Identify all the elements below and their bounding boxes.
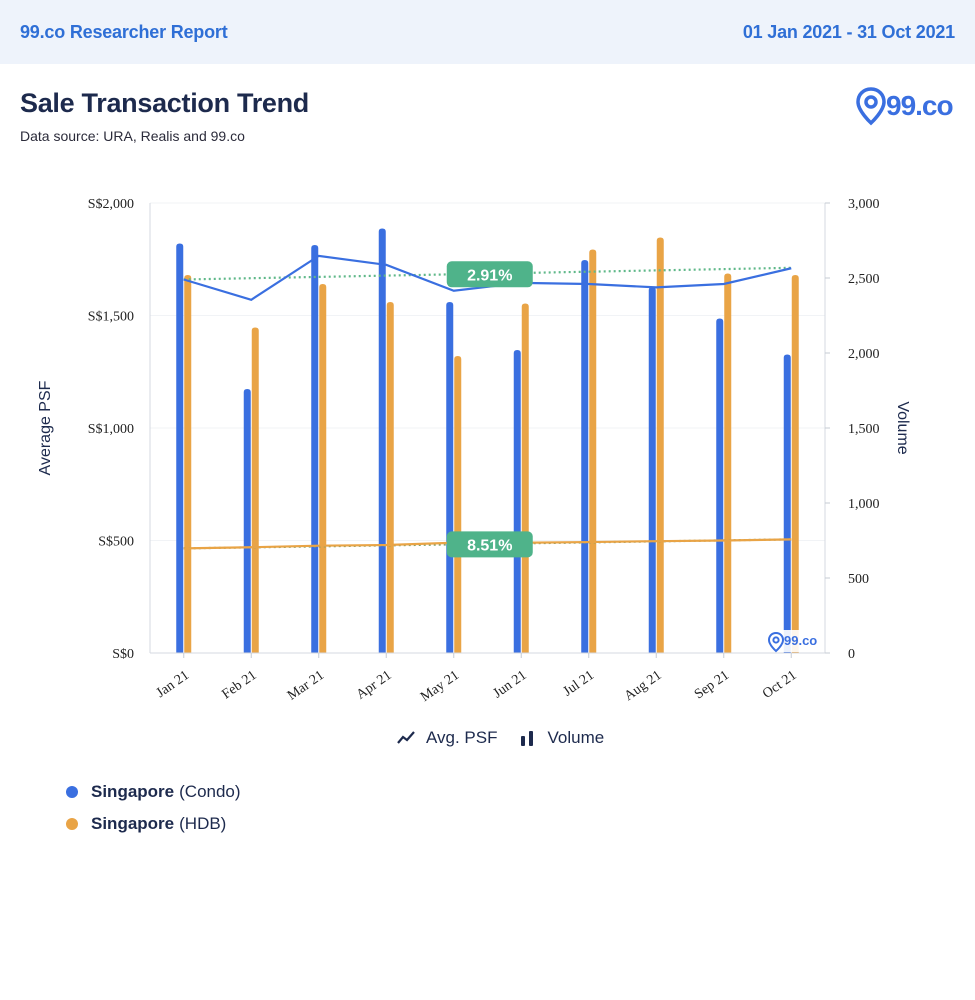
legend-avg-psf[interactable]: Avg. PSF <box>396 728 498 748</box>
chart-legend: Avg. PSF Volume <box>396 728 624 748</box>
report-label: 99.co Researcher Report <box>20 22 228 42</box>
right-axis-title: Volume <box>894 401 911 454</box>
volume-bar-hdb <box>589 249 597 653</box>
right-tick-label: 1,500 <box>848 422 880 437</box>
series-name: Singapore <box>91 814 175 833</box>
x-tick-label: Aug 21 <box>622 668 665 704</box>
volume-bar-hdb <box>454 356 462 653</box>
left-tick-label: S$500 <box>98 535 134 550</box>
x-tick-label: Feb 21 <box>219 668 259 702</box>
series-qualifier: (HDB) <box>179 814 227 833</box>
x-tick-label: Mar 21 <box>285 668 327 704</box>
page-title: Sale Transaction Trend <box>20 88 310 118</box>
brand-logo: 99.co <box>856 86 956 126</box>
location-pin-icon <box>856 87 886 126</box>
left-tick-label: S$2,000 <box>88 197 134 212</box>
right-tick-label: 3,000 <box>848 197 880 212</box>
right-tick-label: 1,000 <box>848 497 880 512</box>
change-badge-label: 2.91% <box>467 267 512 284</box>
volume-bars <box>176 228 799 653</box>
series-legend-item-hdb[interactable]: Singapore (HDB) <box>66 808 241 840</box>
right-tick-label: 500 <box>848 572 869 587</box>
series-legend: Singapore (Condo) Singapore (HDB) <box>66 776 241 840</box>
volume-bar-hdb <box>386 302 394 653</box>
x-tick-label: Jan 21 <box>154 668 192 701</box>
bar-chart-icon <box>520 731 533 746</box>
date-range: 01 Jan 2021 - 31 Oct 2021 <box>742 22 955 42</box>
series-legend-item-condo[interactable]: Singapore (Condo) <box>66 776 241 808</box>
x-tick-label: Apr 21 <box>354 668 395 703</box>
left-tick-label: S$1,500 <box>88 310 134 325</box>
sale-trend-chart: S$0 S$500 S$1,000 S$1,500 S$2,000 0 500 1,000 1,… <box>37 197 911 705</box>
x-tick-label: Jul 21 <box>561 668 597 700</box>
report-header: 99.co Researcher Report 01 Jan 2021 - 31… <box>0 0 975 64</box>
series-name: Singapore <box>91 782 175 801</box>
volume-bar-hdb <box>724 273 732 653</box>
volume-bar-condo <box>176 243 184 653</box>
volume-bar-condo <box>243 389 251 653</box>
watermark-text: 99.co <box>784 633 818 648</box>
left-tick-label: S$0 <box>112 647 134 662</box>
volume-bar-hdb <box>184 275 192 653</box>
avg-psf-lines <box>183 254 792 550</box>
series-qualifier: (Condo) <box>179 782 241 801</box>
x-tick-label: Jun 21 <box>491 668 530 701</box>
change-badge-hdb <box>446 531 533 558</box>
x-tick-label: Oct 21 <box>760 668 800 702</box>
left-tick-label: S$1,000 <box>88 422 134 437</box>
volume-bar-condo <box>716 318 724 653</box>
volume-bar-hdb <box>251 327 259 653</box>
change-badge-label: 8.51% <box>467 537 512 554</box>
volume-bar-hdb <box>656 237 664 653</box>
x-tick-label: May 21 <box>418 668 462 705</box>
volume-bar-condo <box>446 302 454 653</box>
change-badge-condo <box>446 261 533 288</box>
x-tick-label: Sep 21 <box>692 668 732 702</box>
change-badges: 2.91% 8.51% <box>446 261 533 558</box>
hdb-color-dot <box>66 818 78 830</box>
volume-bar-condo <box>378 228 386 653</box>
volume-bar-condo <box>783 354 791 653</box>
legend-avg-psf-label: Avg. PSF <box>426 728 498 747</box>
data-source: Data source: URA, Realis and 99.co <box>20 128 245 144</box>
volume-bar-condo <box>648 287 656 653</box>
chart-watermark: 99.co <box>762 630 820 653</box>
right-tick-label: 2,500 <box>848 272 880 287</box>
left-axis-title: Average PSF <box>37 380 54 475</box>
condo-color-dot <box>66 786 78 798</box>
volume-bar-hdb <box>319 284 327 653</box>
volume-bar-condo <box>311 245 319 653</box>
legend-volume[interactable]: Volume <box>518 728 605 748</box>
legend-volume-label: Volume <box>547 728 605 747</box>
location-pin-icon <box>767 631 785 653</box>
right-tick-label: 0 <box>848 647 855 662</box>
volume-bar-condo <box>581 260 589 653</box>
right-tick-label: 2,000 <box>848 347 880 362</box>
volume-bar-hdb <box>521 303 529 653</box>
brand-text: 99.co <box>886 90 954 121</box>
line-chart-icon <box>396 728 416 748</box>
volume-bar-condo <box>513 350 521 653</box>
volume-bar-hdb <box>791 275 799 653</box>
